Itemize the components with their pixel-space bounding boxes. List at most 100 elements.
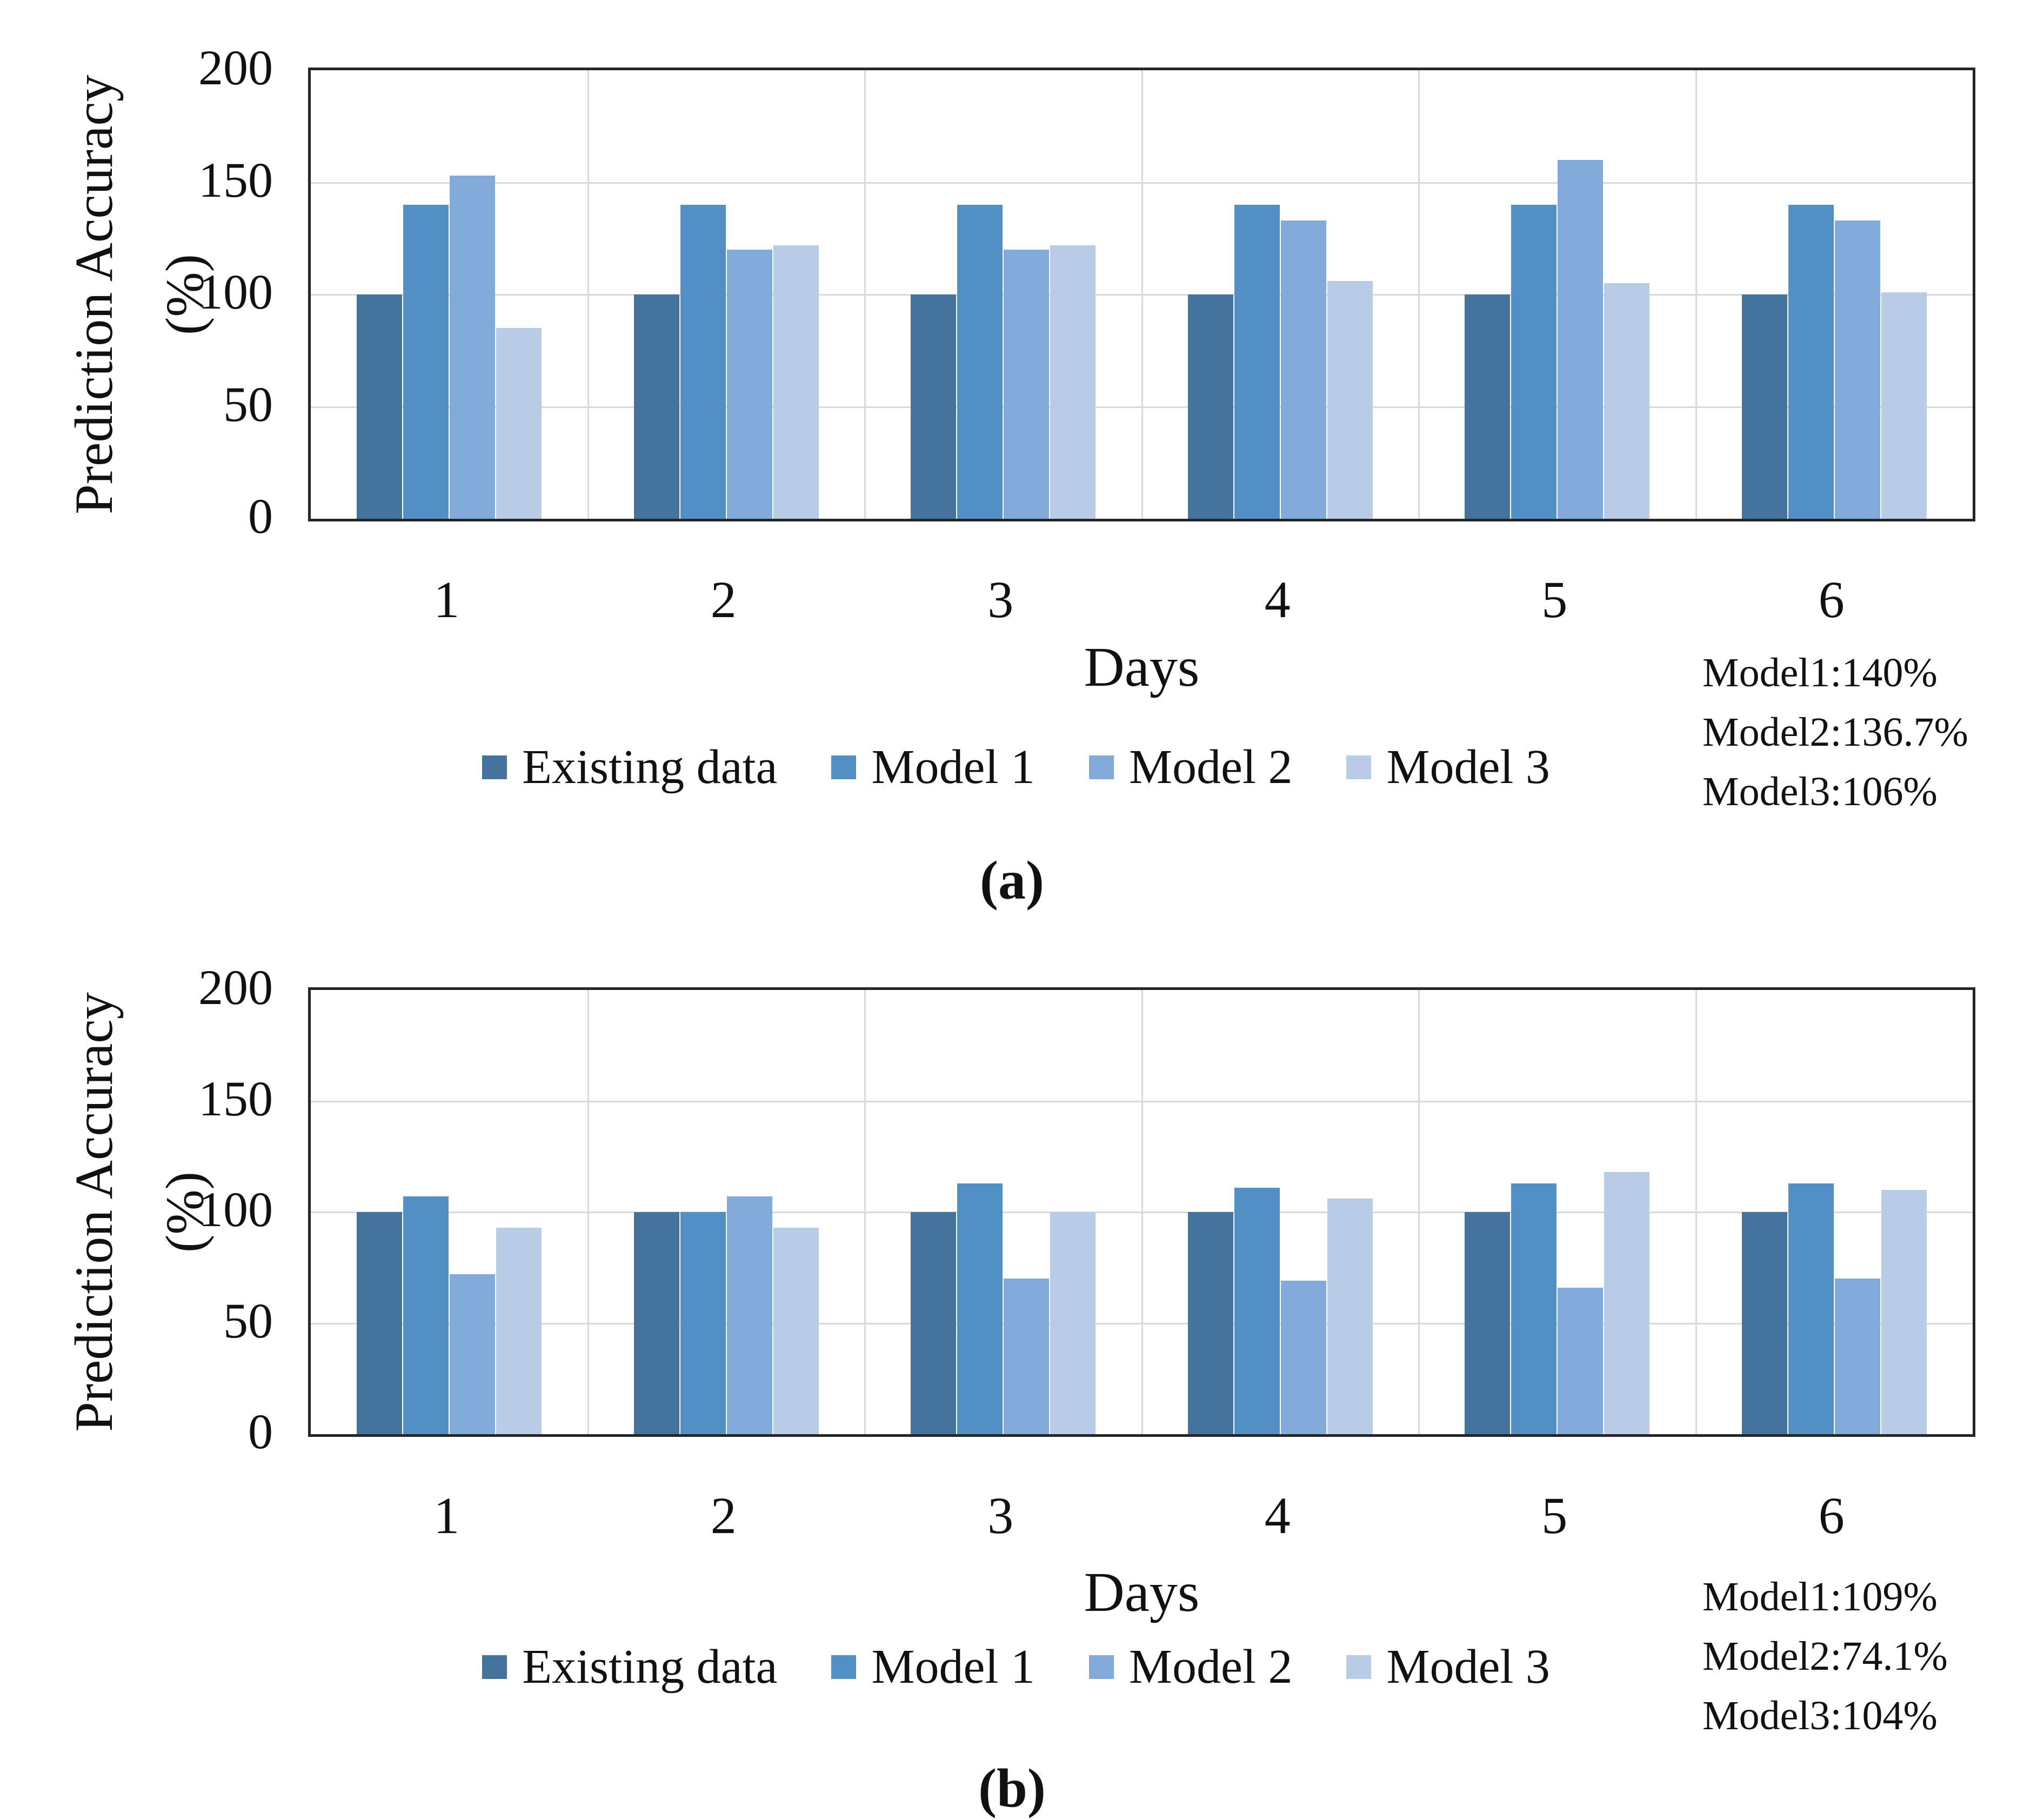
legend-item-label: Model 2	[1128, 1640, 1293, 1694]
bar-model-2-day2	[726, 250, 772, 519]
legend-item-label: Model 2	[1128, 740, 1293, 794]
legend-item-label: Model 1	[871, 1640, 1035, 1694]
gridline-vertical	[1418, 990, 1420, 1434]
y-axis-tick-label: 100	[198, 1182, 273, 1237]
x-axis-tick-label: 5	[1541, 1487, 1568, 1544]
chart-b: 200 150 100 50 0 1 2 3 4 5 6 Days Prediction Accurac…	[64, 960, 1975, 1738]
model-average-annotation: Model3:106%	[1702, 769, 1938, 814]
bar-model-1-day3	[957, 205, 1003, 519]
model-average-annotation: Model1:140%	[1702, 650, 1938, 695]
y-axis-title-text: Prediction Accuracy (%)	[49, 992, 230, 1432]
bar-model-1-day2	[680, 205, 726, 519]
bar-model-2-day3	[1004, 250, 1050, 519]
legend-swatch-icon	[482, 1655, 507, 1679]
bar-model-2-day6	[1834, 220, 1880, 519]
x-axis-tick-label: 4	[1264, 571, 1291, 628]
bar-model-3-day1	[496, 328, 542, 519]
y-axis-title-line1: Prediction Accuracy	[64, 992, 124, 1432]
bar-model-1-day1	[403, 205, 449, 519]
bar-model-1-day6	[1788, 1183, 1834, 1434]
bar-model-3-day6	[1881, 292, 1927, 519]
gridline-vertical	[864, 70, 866, 519]
bar-existing-data-day3	[911, 1212, 957, 1434]
legend-item: Model 3	[1346, 1637, 1550, 1697]
bar-model-1-day5	[1511, 1183, 1557, 1434]
bar-model-3-day3	[1050, 1212, 1096, 1434]
legend-swatch-icon	[831, 1655, 857, 1679]
bar-model-3-day4	[1327, 1199, 1373, 1434]
x-axis-title: Days	[1084, 636, 1200, 698]
bar-model-3-day5	[1604, 1172, 1650, 1434]
y-axis-tick-label: 100	[198, 264, 273, 319]
y-axis-tick-label: 200	[198, 40, 273, 95]
legend: Existing data Model 1 Model 2 Model 3	[308, 735, 1724, 800]
gridline-vertical	[1141, 990, 1143, 1434]
bar-existing-data-day4	[1187, 295, 1233, 519]
bar-model-2-day1	[450, 176, 496, 519]
bar-model-3-day2	[773, 245, 819, 519]
bar-model-2-day1	[450, 1274, 496, 1434]
legend-item-label: Existing data	[522, 740, 778, 794]
legend-item: Model 2	[1088, 1637, 1293, 1697]
bar-existing-data-day5	[1465, 295, 1511, 519]
legend-item: Existing data	[482, 1637, 777, 1697]
legend-item-label: Model 3	[1386, 1640, 1550, 1694]
x-axis-tick-label: 6	[1818, 571, 1845, 628]
bar-existing-data-day2	[633, 295, 679, 519]
gridline-vertical	[1141, 70, 1143, 519]
legend-swatch-icon	[1088, 1655, 1114, 1679]
legend-item: Model 1	[831, 1637, 1035, 1697]
plot-area	[308, 987, 1975, 1437]
y-axis-tick-label: 150	[198, 1070, 273, 1126]
x-axis-tick-label: 1	[433, 1487, 460, 1544]
gridline-vertical	[1695, 70, 1697, 519]
plot-area	[308, 68, 1975, 521]
bar-model-2-day5	[1558, 160, 1604, 519]
legend-swatch-icon	[482, 755, 507, 779]
x-axis-tick-label: 3	[987, 1487, 1014, 1544]
bar-existing-data-day5	[1465, 1212, 1511, 1434]
y-axis-tick-label: 200	[198, 960, 273, 1015]
x-axis-tick-label: 1	[433, 571, 460, 628]
gridline-vertical	[587, 990, 589, 1434]
model-average-annotation: Model2:74.1%	[1702, 1634, 1948, 1679]
model-average-annotation: Model3:104%	[1702, 1693, 1938, 1738]
bar-model-2-day4	[1280, 1281, 1326, 1434]
bar-model-1-day3	[957, 1183, 1003, 1434]
bar-model-3-day4	[1327, 281, 1373, 519]
model-average-annotation: Model2:136.7%	[1702, 710, 1968, 755]
gridline-vertical	[1695, 990, 1697, 1434]
x-axis-tick-label: 2	[710, 571, 737, 628]
legend-item: Existing data	[482, 738, 777, 797]
bar-model-3-day1	[496, 1227, 542, 1434]
y-axis-tick-label: 0	[248, 1404, 273, 1459]
legend-item-label: Model 3	[1386, 740, 1550, 794]
bar-existing-data-day4	[1187, 1212, 1233, 1434]
legend-swatch-icon	[1346, 1655, 1372, 1679]
bar-model-3-day6	[1881, 1189, 1927, 1434]
gridline-vertical	[1418, 70, 1420, 519]
bar-model-2-day4	[1280, 220, 1326, 519]
legend-item-label: Model 1	[871, 740, 1035, 794]
bar-model-1-day4	[1234, 205, 1280, 519]
gridline-vertical	[587, 70, 589, 519]
y-axis-tick-label: 50	[223, 1293, 273, 1348]
x-axis-tick-label: 3	[987, 571, 1014, 628]
bar-model-2-day6	[1834, 1279, 1880, 1434]
bar-existing-data-day6	[1741, 295, 1787, 519]
y-axis-title-line2: (%)	[155, 1172, 215, 1253]
bar-existing-data-day2	[633, 1212, 679, 1434]
gridline-vertical	[864, 990, 866, 1434]
bar-model-1-day1	[403, 1196, 449, 1434]
legend-item: Model 1	[831, 738, 1035, 797]
legend-swatch-icon	[831, 755, 857, 779]
caption-b: (b)	[978, 1758, 1046, 1819]
y-axis-tick-label: 50	[223, 376, 273, 432]
bar-model-3-day5	[1604, 283, 1650, 519]
chart-a: 200 150 100 50 0 1 2 3 4 5 6 Days Prediction Accurac…	[64, 40, 1975, 814]
model-average-annotation: Model1:109%	[1702, 1574, 1938, 1620]
x-axis-title: Days	[1084, 1561, 1200, 1623]
bar-model-1-day6	[1788, 205, 1834, 519]
x-axis-tick-label: 5	[1541, 571, 1568, 628]
